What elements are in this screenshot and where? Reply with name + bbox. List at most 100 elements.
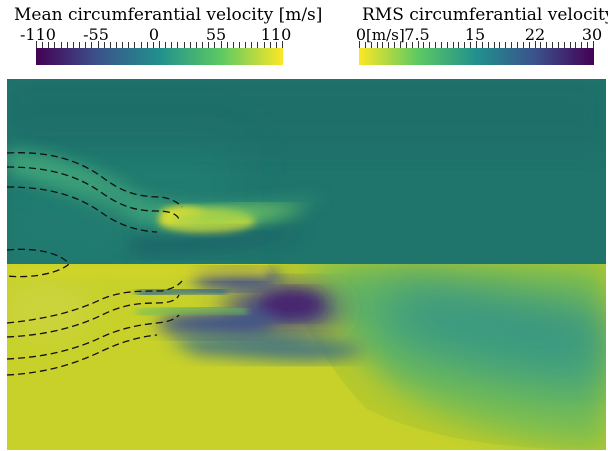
mean-colorbar: Mean circumferantial velocity [m/s] -110… — [0, 0, 322, 70]
colorbar-minor-tick — [528, 42, 530, 48]
colorbar-minor-tick — [128, 42, 130, 48]
rms-tick-label: 7.5 — [404, 25, 430, 44]
colorbar-minor-tick — [79, 42, 81, 48]
colorbar-minor-tick — [251, 42, 253, 48]
colorbar-minor-tick — [516, 42, 518, 48]
rms-tick-label: 15 — [464, 25, 486, 44]
colorbar-major-tick — [97, 41, 99, 50]
colorbar-minor-tick — [42, 42, 44, 48]
colorbar-minor-tick — [177, 42, 179, 48]
colorbar-major-tick — [593, 41, 594, 50]
colorbar-minor-tick — [60, 42, 62, 48]
rms-tick-label: 30 — [581, 25, 603, 44]
mean-tick-label: -110 — [20, 25, 56, 44]
colorbar-minor-tick — [505, 42, 507, 48]
colorbar-minor-tick — [540, 42, 542, 48]
colorbar-minor-tick — [446, 42, 448, 48]
colorbar-minor-tick — [435, 42, 437, 48]
colorbar-major-tick — [282, 41, 283, 50]
colorbar-minor-tick — [189, 42, 191, 48]
blade-outline-top — [7, 152, 183, 233]
colorbar-minor-tick — [522, 42, 524, 48]
colorbar-minor-tick — [183, 42, 185, 48]
colorbar-minor-tick — [405, 42, 407, 48]
colorbar-minor-tick — [552, 42, 554, 48]
mean-colorbar-gradient — [36, 48, 283, 65]
colorbar-major-tick — [417, 41, 419, 50]
mean-tick-marks — [36, 41, 283, 50]
mean-tick-label: 55 — [205, 25, 227, 44]
colorbar-minor-tick — [171, 42, 173, 48]
colorbar-minor-tick — [411, 42, 413, 48]
rms-tick-marks — [359, 41, 594, 50]
colorbar-minor-tick — [275, 42, 277, 48]
colorbar-minor-tick — [72, 42, 74, 48]
blade-outline-bottom — [7, 248, 183, 376]
mean-tick-label: 110 — [260, 25, 292, 44]
colorbar-minor-tick — [557, 42, 559, 48]
colorbar-minor-tick — [423, 42, 425, 48]
colorbar-minor-tick — [470, 42, 472, 48]
mean-tick-label: 0 — [148, 25, 160, 44]
colorbar-minor-tick — [195, 42, 197, 48]
mean-field-panel — [7, 79, 606, 264]
colorbar-minor-tick — [493, 42, 495, 48]
colorbar-minor-tick — [122, 42, 124, 48]
rms-colorbar-title: RMS circumferantial velocity — [362, 5, 608, 25]
colorbar-minor-tick — [257, 42, 259, 48]
colorbar-minor-tick — [569, 42, 571, 48]
rms-colorbar-units: [m/s] — [366, 26, 405, 44]
rms-tick-label: 22 — [524, 25, 546, 44]
colorbar-minor-tick — [452, 42, 454, 48]
colorbar-minor-tick — [54, 42, 56, 48]
colorbar-minor-tick — [146, 42, 148, 48]
colorbar-minor-tick — [245, 42, 247, 48]
mean-colorbar-title: Mean circumferantial velocity [m/s] — [14, 5, 323, 25]
colorbar-minor-tick — [382, 42, 384, 48]
colorbar-minor-tick — [103, 42, 105, 48]
colorbar-minor-tick — [238, 42, 240, 48]
colorbar-minor-tick — [376, 42, 378, 48]
colorbar-minor-tick — [587, 42, 589, 48]
colorbar-minor-tick — [481, 42, 483, 48]
colorbar-minor-tick — [575, 42, 577, 48]
colorbar-minor-tick — [487, 42, 489, 48]
colorbar-minor-tick — [399, 42, 401, 48]
velocity-field-plot — [7, 79, 606, 450]
colorbar-major-tick — [476, 41, 477, 50]
colorbar-minor-tick — [208, 42, 210, 48]
colorbar-minor-tick — [232, 42, 234, 48]
colorbar-minor-tick — [66, 42, 68, 48]
rms-colorbar-gradient — [359, 48, 594, 65]
colorbar-minor-tick — [563, 42, 565, 48]
colorbar-minor-tick — [202, 42, 204, 48]
colorbar-minor-tick — [581, 42, 583, 48]
colorbar-major-tick — [220, 41, 222, 50]
colorbar-major-tick — [36, 41, 37, 50]
colorbar-minor-tick — [226, 42, 228, 48]
rms-colorbar: RMS circumferantial velocity 0 [m/s] 7.5… — [300, 0, 608, 70]
colorbar-minor-tick — [370, 42, 372, 48]
colorbar-minor-tick — [165, 42, 167, 48]
colorbar-minor-tick — [394, 42, 396, 48]
rms-tick-label: 0 — [355, 25, 367, 44]
colorbar-minor-tick — [388, 42, 390, 48]
colorbar-minor-tick — [464, 42, 466, 48]
colorbar-minor-tick — [440, 42, 442, 48]
colorbar-minor-tick — [499, 42, 501, 48]
mean-tick-label: -55 — [83, 25, 109, 44]
colorbar-minor-tick — [134, 42, 136, 48]
colorbar-minor-tick — [85, 42, 87, 48]
colorbar-minor-tick — [140, 42, 142, 48]
colorbar-major-tick — [534, 41, 536, 50]
colorbar-major-tick — [359, 41, 360, 50]
colorbar-major-tick — [159, 41, 160, 50]
colorbar-minor-tick — [511, 42, 513, 48]
colorbar-minor-tick — [91, 42, 93, 48]
colorbar-minor-tick — [152, 42, 154, 48]
colorbar-minor-tick — [269, 42, 271, 48]
colorbar-minor-tick — [214, 42, 216, 48]
colorbar-minor-tick — [263, 42, 265, 48]
colorbar-minor-tick — [115, 42, 117, 48]
